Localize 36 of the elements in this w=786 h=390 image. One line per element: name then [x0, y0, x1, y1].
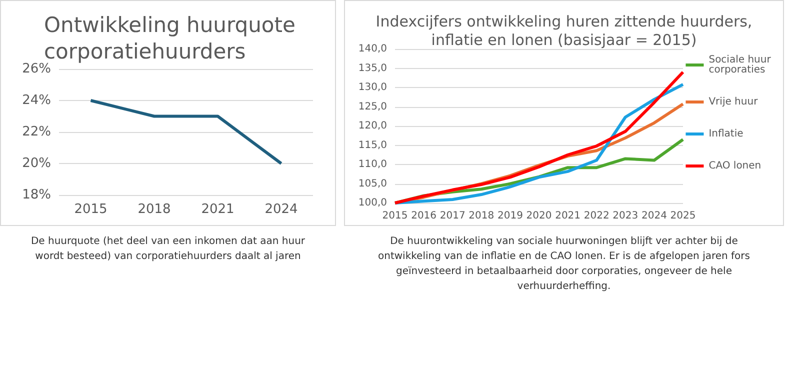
- x-tick-label: 2025: [670, 210, 696, 222]
- x-tick-label: 2015: [382, 210, 408, 222]
- y-tick-label: 24%: [22, 93, 51, 108]
- legend-label: Vrije huur: [708, 96, 759, 108]
- y-tick-label: 140,0: [358, 44, 387, 54]
- legend-label: Sociale huur corporaties: [708, 54, 774, 76]
- x-tick-label: 2017: [440, 210, 466, 222]
- y-tick-label: 120,0: [358, 120, 387, 132]
- x-tick-label: 2019: [497, 210, 523, 222]
- legend-label: Inflatie: [708, 128, 744, 140]
- x-tick-label: 2015: [74, 202, 108, 217]
- x-tick-label: 2024: [264, 202, 298, 217]
- x-tick-label: 2021: [201, 202, 234, 217]
- y-tick-label: 125,0: [358, 101, 387, 112]
- chart-title: Ontwikkeling huurquote corporatiehuurders: [44, 13, 296, 64]
- y-tick-label: 135,0: [358, 62, 387, 74]
- y-tick-label: 26%: [22, 62, 51, 76]
- y-tick-label: 20%: [22, 156, 51, 171]
- x-tick-label: 2022: [584, 210, 610, 222]
- y-tick-label: 110,0: [358, 159, 387, 170]
- x-tick-label: 2023: [612, 210, 638, 222]
- y-tick-label: 115,0: [358, 140, 387, 151]
- x-tick-label: 2024: [641, 210, 667, 222]
- x-tick-label: 2018: [468, 210, 494, 222]
- legend-label: CAO lonen: [708, 160, 762, 172]
- x-tick-label: 2016: [411, 210, 437, 222]
- y-tick-label: 18%: [22, 188, 51, 202]
- y-tick-label: 100,0: [358, 198, 387, 208]
- x-tick-label: 2018: [138, 202, 171, 217]
- x-tick-label: 2020: [526, 210, 552, 222]
- y-tick-label: 105,0: [358, 178, 387, 190]
- y-tick-label: 22%: [22, 124, 51, 140]
- y-tick-label: 130,0: [358, 82, 387, 93]
- x-tick-label: 2021: [555, 210, 581, 222]
- text: De huurquote (het deel van een inkomen dat aan huur wordt besteed) van corporatiehuurders daalt al jaren: [30, 235, 306, 264]
- text: De huurontwikkeling van sociale huurwoningen blijft ver achter bij de ontwikkeling van de inflatie en de CAO lonen. Er is de afgelopen jaren fors geïnvesteerd in betaalbaarheid door corporaties, ongeveer de hele verhuurderheffing.: [376, 235, 752, 294]
